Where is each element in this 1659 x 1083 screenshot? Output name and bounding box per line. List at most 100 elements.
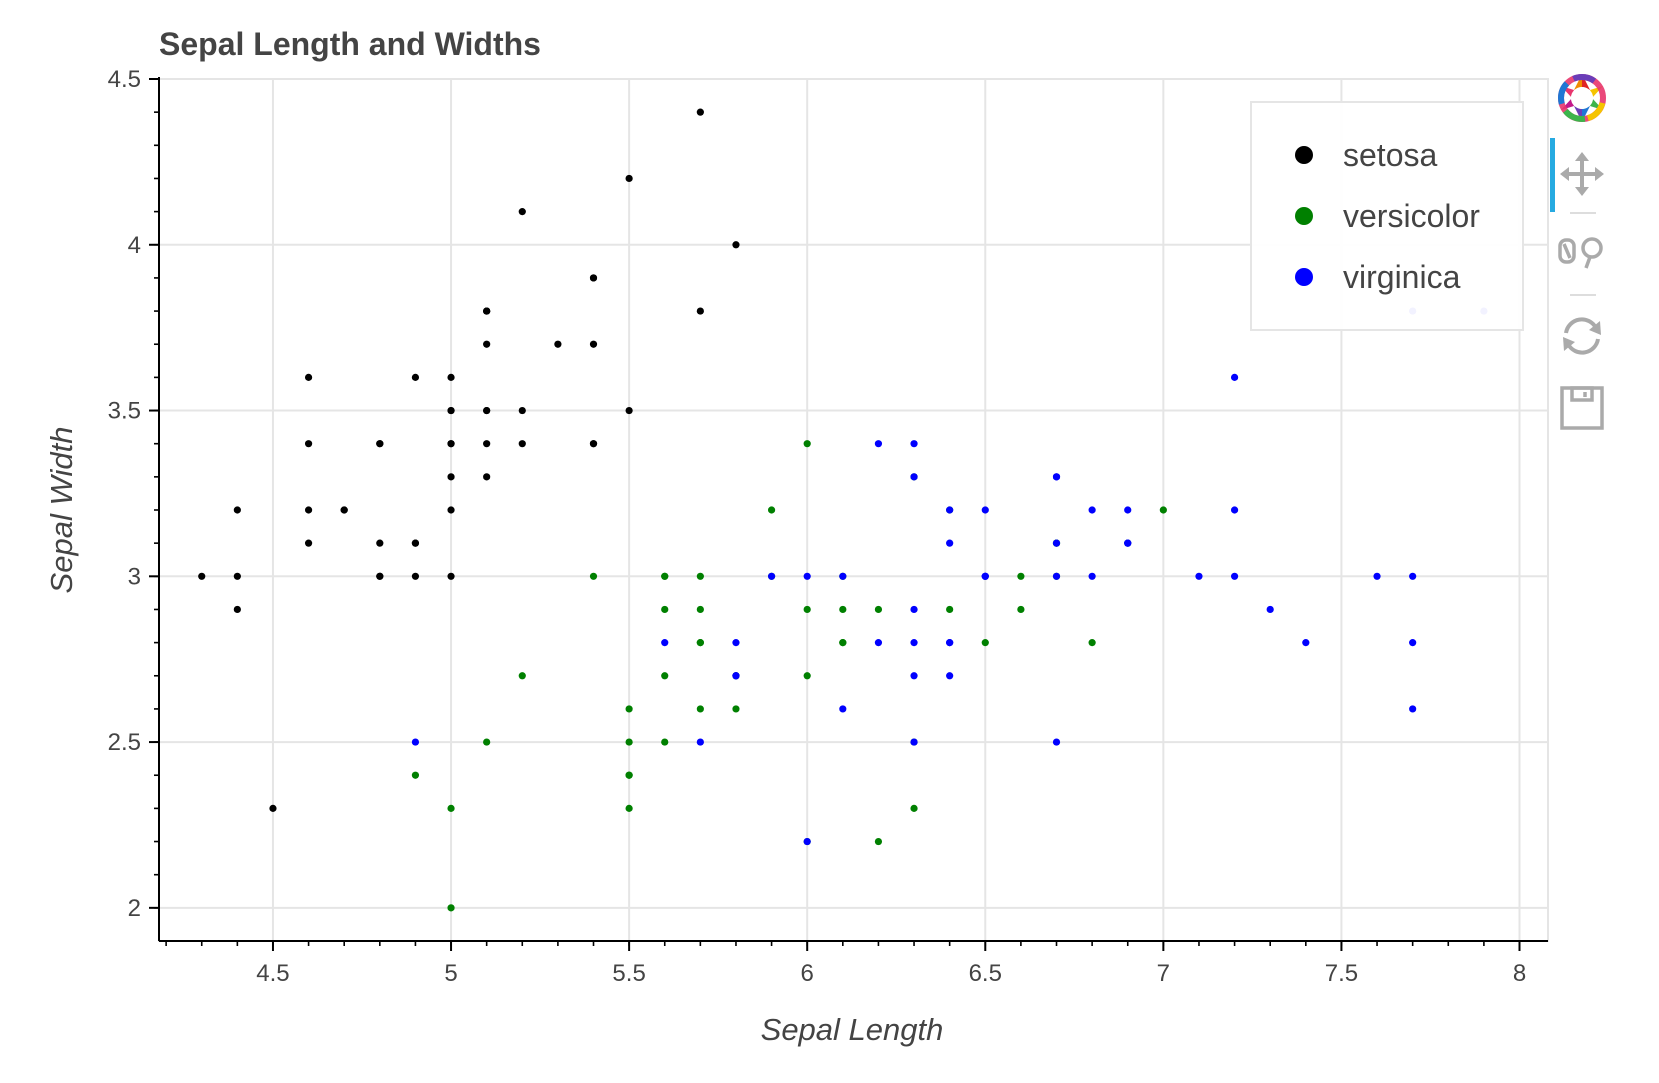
data-point-setosa[interactable] (625, 406, 633, 415)
data-point-virginica[interactable] (1230, 572, 1239, 580)
data-point-setosa[interactable] (447, 406, 455, 415)
data-point-versicolor[interactable] (910, 804, 918, 812)
data-point-setosa[interactable] (554, 340, 562, 348)
plot-area[interactable]: 4.5 5 5.5 6 6.5 7 7.5 8 2 2.5 3 3.5 4 4.5 (108, 66, 1549, 987)
data-point-setosa[interactable] (411, 539, 420, 547)
data-point-virginica[interactable] (1088, 506, 1096, 514)
data-point-setosa[interactable] (233, 506, 241, 514)
data-point-virginica[interactable] (839, 572, 847, 580)
data-point-setosa[interactable] (411, 572, 420, 580)
data-point-versicolor[interactable] (447, 804, 455, 812)
data-point-virginica[interactable] (874, 639, 883, 647)
data-point-virginica[interactable] (874, 440, 883, 448)
data-point-virginica[interactable] (1230, 373, 1239, 381)
data-point-virginica[interactable] (1088, 572, 1096, 580)
data-point-versicolor[interactable] (661, 572, 669, 580)
data-point-virginica[interactable] (981, 572, 989, 580)
data-point-setosa[interactable] (447, 440, 455, 448)
data-point-virginica[interactable] (661, 639, 669, 647)
data-point-virginica[interactable] (732, 639, 740, 647)
data-point-setosa[interactable] (589, 440, 598, 448)
data-point-versicolor[interactable] (518, 672, 526, 680)
data-point-virginica[interactable] (1409, 639, 1417, 647)
data-point-virginica[interactable] (732, 672, 740, 680)
data-point-versicolor[interactable] (803, 672, 811, 680)
pan-icon[interactable] (1542, 144, 1622, 204)
data-point-setosa[interactable] (483, 307, 491, 315)
data-point-setosa[interactable] (233, 572, 241, 580)
data-point-virginica[interactable] (1266, 605, 1274, 614)
data-point-virginica[interactable] (1409, 572, 1417, 580)
data-point-setosa[interactable] (233, 605, 241, 614)
data-point-virginica[interactable] (946, 506, 954, 514)
data-point-virginica[interactable] (1195, 572, 1203, 580)
data-point-setosa[interactable] (483, 440, 491, 448)
data-point-versicolor[interactable] (661, 605, 669, 614)
data-point-setosa[interactable] (483, 340, 491, 348)
data-point-virginica[interactable] (803, 837, 811, 846)
data-point-virginica[interactable] (1052, 539, 1061, 547)
data-point-versicolor[interactable] (411, 771, 420, 779)
data-point-virginica[interactable] (1052, 473, 1061, 481)
data-point-virginica[interactable] (1124, 506, 1132, 514)
data-point-versicolor[interactable] (696, 705, 704, 713)
data-point-versicolor[interactable] (447, 904, 455, 912)
data-point-versicolor[interactable] (696, 605, 704, 614)
data-point-virginica[interactable] (1124, 539, 1132, 547)
data-point-setosa[interactable] (483, 473, 491, 481)
data-point-versicolor[interactable] (483, 738, 491, 746)
data-point-setosa[interactable] (696, 307, 704, 315)
reset-icon[interactable] (1542, 306, 1622, 366)
data-point-setosa[interactable] (198, 572, 206, 580)
data-point-versicolor[interactable] (625, 705, 633, 713)
data-point-setosa[interactable] (518, 406, 526, 415)
data-point-virginica[interactable] (1052, 572, 1061, 580)
data-point-setosa[interactable] (304, 506, 313, 514)
data-point-versicolor[interactable] (1159, 506, 1167, 514)
data-point-versicolor[interactable] (803, 605, 811, 614)
data-point-virginica[interactable] (981, 506, 989, 514)
data-point-versicolor[interactable] (625, 804, 633, 812)
data-point-virginica[interactable] (910, 605, 918, 614)
data-point-versicolor[interactable] (589, 572, 598, 580)
data-point-setosa[interactable] (376, 440, 384, 448)
data-point-setosa[interactable] (518, 440, 526, 448)
data-point-versicolor[interactable] (839, 605, 847, 614)
data-point-virginica[interactable] (910, 440, 918, 448)
data-point-setosa[interactable] (376, 539, 384, 547)
data-point-versicolor[interactable] (661, 738, 669, 746)
data-point-virginica[interactable] (1373, 572, 1381, 580)
data-point-versicolor[interactable] (625, 738, 633, 746)
data-point-setosa[interactable] (447, 473, 455, 481)
data-point-versicolor[interactable] (696, 639, 704, 647)
data-point-setosa[interactable] (340, 506, 348, 514)
data-point-setosa[interactable] (589, 274, 598, 282)
data-point-versicolor[interactable] (1017, 605, 1025, 614)
data-point-virginica[interactable] (946, 639, 954, 647)
data-point-versicolor[interactable] (839, 639, 847, 647)
save-icon[interactable] (1542, 378, 1622, 438)
data-point-setosa[interactable] (589, 340, 598, 348)
data-point-virginica[interactable] (411, 738, 420, 746)
data-point-virginica[interactable] (910, 473, 918, 481)
data-point-versicolor[interactable] (946, 605, 954, 614)
data-point-virginica[interactable] (946, 539, 954, 547)
data-point-virginica[interactable] (1302, 639, 1310, 647)
data-point-virginica[interactable] (1230, 506, 1239, 514)
data-point-setosa[interactable] (732, 241, 740, 249)
data-point-setosa[interactable] (625, 174, 633, 183)
data-point-virginica[interactable] (910, 738, 918, 746)
data-point-setosa[interactable] (483, 406, 491, 415)
data-point-setosa[interactable] (447, 572, 455, 580)
data-point-setosa[interactable] (447, 373, 455, 381)
data-point-virginica[interactable] (1052, 738, 1061, 746)
data-point-virginica[interactable] (1409, 705, 1417, 713)
data-point-virginica[interactable] (839, 705, 847, 713)
bokeh-logo-icon[interactable] (1542, 66, 1622, 130)
data-point-virginica[interactable] (946, 672, 954, 680)
data-point-virginica[interactable] (910, 672, 918, 680)
box-zoom-icon[interactable] (1542, 222, 1622, 282)
data-point-versicolor[interactable] (874, 605, 883, 614)
data-point-virginica[interactable] (803, 572, 811, 580)
data-point-versicolor[interactable] (732, 705, 740, 713)
